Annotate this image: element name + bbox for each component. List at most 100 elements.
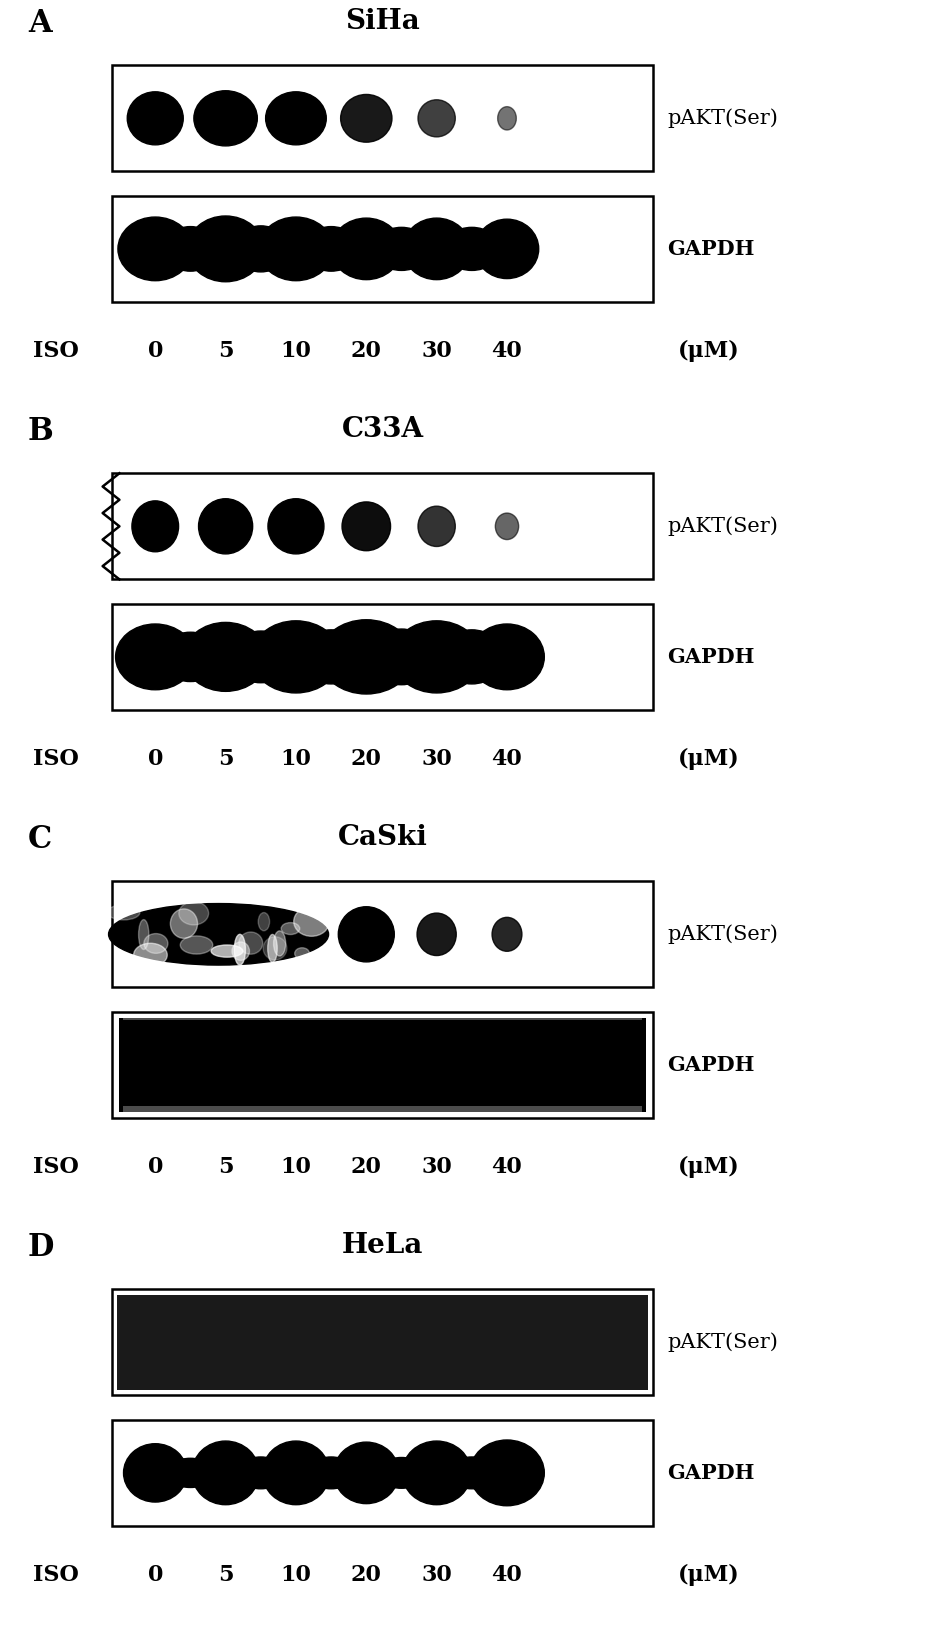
Text: CaSki: CaSki bbox=[338, 824, 427, 852]
Text: (μM): (μM) bbox=[678, 1563, 740, 1586]
Text: 40: 40 bbox=[492, 747, 522, 770]
Text: pAKT(Ser): pAKT(Ser) bbox=[667, 108, 778, 129]
Bar bbox=[123, 1106, 642, 1113]
Text: 5: 5 bbox=[217, 339, 233, 362]
Text: 10: 10 bbox=[281, 1155, 312, 1178]
Ellipse shape bbox=[180, 935, 213, 955]
Text: ISO: ISO bbox=[33, 747, 79, 770]
Text: 10: 10 bbox=[281, 339, 312, 362]
Ellipse shape bbox=[295, 948, 310, 960]
Bar bbox=[119, 1018, 646, 1111]
Ellipse shape bbox=[320, 620, 413, 694]
Bar bbox=[112, 1289, 653, 1395]
Ellipse shape bbox=[447, 1457, 496, 1488]
Ellipse shape bbox=[132, 501, 178, 552]
Ellipse shape bbox=[239, 932, 263, 955]
Ellipse shape bbox=[230, 632, 292, 682]
Ellipse shape bbox=[303, 227, 359, 271]
Ellipse shape bbox=[184, 622, 268, 692]
Ellipse shape bbox=[252, 620, 341, 694]
Ellipse shape bbox=[377, 1457, 426, 1488]
Text: 30: 30 bbox=[422, 1563, 452, 1586]
Text: GAPDH: GAPDH bbox=[667, 646, 755, 667]
Ellipse shape bbox=[263, 937, 286, 960]
Text: 40: 40 bbox=[492, 1155, 522, 1178]
Ellipse shape bbox=[341, 95, 392, 142]
Ellipse shape bbox=[199, 499, 253, 553]
Ellipse shape bbox=[159, 632, 222, 682]
Text: GAPDH: GAPDH bbox=[667, 238, 755, 259]
Ellipse shape bbox=[392, 620, 481, 694]
Text: 30: 30 bbox=[422, 1155, 452, 1178]
Ellipse shape bbox=[258, 912, 270, 930]
Ellipse shape bbox=[497, 106, 516, 131]
Ellipse shape bbox=[403, 219, 470, 279]
Bar bbox=[112, 1012, 653, 1118]
Text: ISO: ISO bbox=[33, 1563, 79, 1586]
Bar bbox=[112, 1420, 653, 1526]
Ellipse shape bbox=[171, 909, 198, 938]
Ellipse shape bbox=[123, 1444, 187, 1501]
Ellipse shape bbox=[127, 91, 183, 145]
Text: 10: 10 bbox=[281, 1563, 312, 1586]
Ellipse shape bbox=[369, 628, 433, 685]
Bar bbox=[123, 1013, 642, 1020]
Ellipse shape bbox=[192, 1441, 259, 1505]
Ellipse shape bbox=[469, 1439, 544, 1506]
Text: GAPDH: GAPDH bbox=[667, 1054, 755, 1075]
Ellipse shape bbox=[342, 503, 391, 550]
Text: pAKT(Ser): pAKT(Ser) bbox=[667, 924, 778, 945]
Ellipse shape bbox=[262, 1441, 329, 1505]
Text: 40: 40 bbox=[492, 1563, 522, 1586]
Ellipse shape bbox=[307, 1457, 355, 1488]
Ellipse shape bbox=[402, 1441, 471, 1505]
Ellipse shape bbox=[162, 227, 218, 271]
Ellipse shape bbox=[194, 91, 258, 145]
Ellipse shape bbox=[475, 219, 538, 279]
Text: B: B bbox=[28, 416, 54, 447]
Ellipse shape bbox=[266, 91, 327, 145]
Text: 0: 0 bbox=[147, 1155, 163, 1178]
Bar bbox=[112, 65, 653, 171]
Ellipse shape bbox=[258, 217, 333, 281]
Text: SiHa: SiHa bbox=[345, 8, 420, 36]
Text: 30: 30 bbox=[422, 339, 452, 362]
Text: A: A bbox=[28, 8, 51, 39]
Ellipse shape bbox=[294, 907, 329, 937]
Text: C33A: C33A bbox=[341, 416, 424, 444]
Ellipse shape bbox=[268, 935, 277, 963]
Ellipse shape bbox=[373, 227, 429, 271]
Ellipse shape bbox=[469, 623, 544, 690]
Text: 5: 5 bbox=[217, 1563, 233, 1586]
Ellipse shape bbox=[166, 1459, 215, 1487]
Ellipse shape bbox=[418, 506, 455, 547]
Ellipse shape bbox=[268, 499, 324, 553]
Ellipse shape bbox=[281, 922, 299, 935]
Text: 20: 20 bbox=[351, 339, 382, 362]
Ellipse shape bbox=[179, 901, 209, 925]
Ellipse shape bbox=[116, 623, 195, 690]
Text: 5: 5 bbox=[217, 1155, 233, 1178]
Ellipse shape bbox=[331, 219, 401, 279]
Bar bbox=[117, 1294, 648, 1390]
Text: 20: 20 bbox=[351, 1155, 382, 1178]
Bar bbox=[112, 473, 653, 579]
Text: 0: 0 bbox=[147, 1563, 163, 1586]
Text: pAKT(Ser): pAKT(Ser) bbox=[667, 1332, 778, 1353]
Ellipse shape bbox=[118, 217, 192, 281]
Text: HeLa: HeLa bbox=[341, 1232, 424, 1260]
Bar bbox=[112, 196, 653, 302]
Ellipse shape bbox=[236, 1457, 285, 1488]
Text: (μM): (μM) bbox=[678, 747, 740, 770]
Text: 5: 5 bbox=[217, 747, 233, 770]
Ellipse shape bbox=[211, 945, 243, 958]
Text: 20: 20 bbox=[351, 1563, 382, 1586]
Bar bbox=[112, 881, 653, 987]
Text: 0: 0 bbox=[147, 339, 163, 362]
Ellipse shape bbox=[417, 912, 456, 955]
Ellipse shape bbox=[107, 904, 140, 920]
Text: 20: 20 bbox=[351, 747, 382, 770]
Text: ISO: ISO bbox=[33, 339, 79, 362]
Text: C: C bbox=[28, 824, 52, 855]
Ellipse shape bbox=[444, 227, 500, 271]
